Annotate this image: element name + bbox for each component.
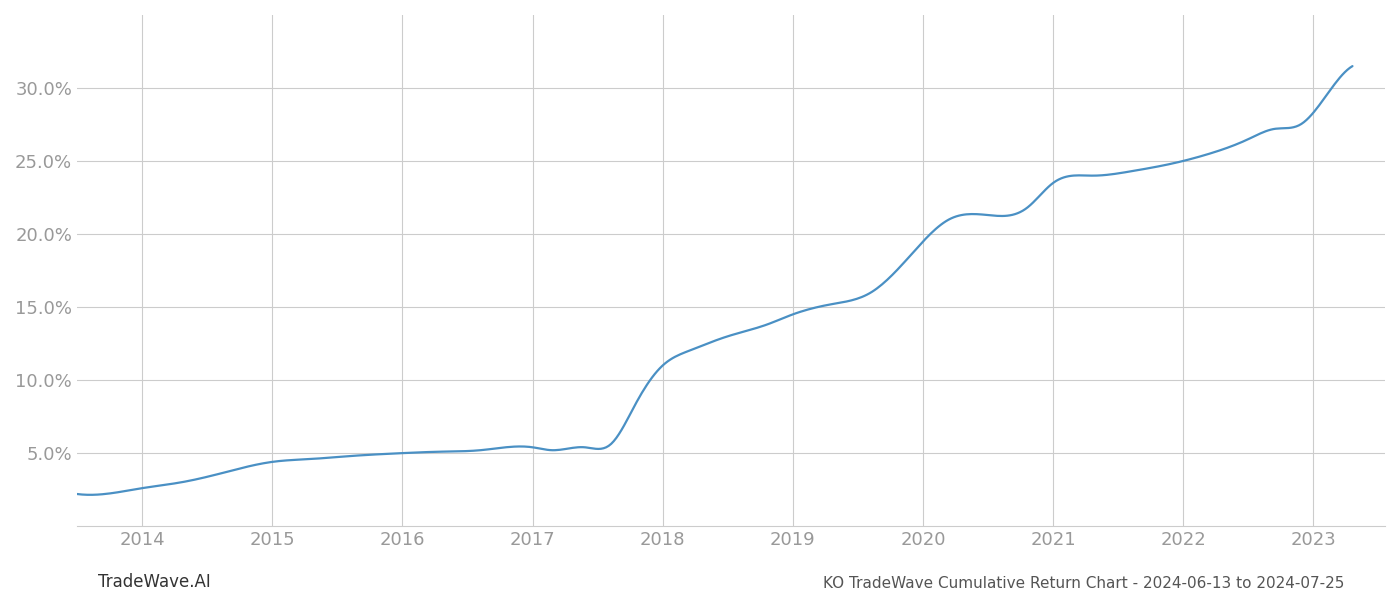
Text: KO TradeWave Cumulative Return Chart - 2024-06-13 to 2024-07-25: KO TradeWave Cumulative Return Chart - 2… [823,576,1344,591]
Text: TradeWave.AI: TradeWave.AI [98,573,211,591]
